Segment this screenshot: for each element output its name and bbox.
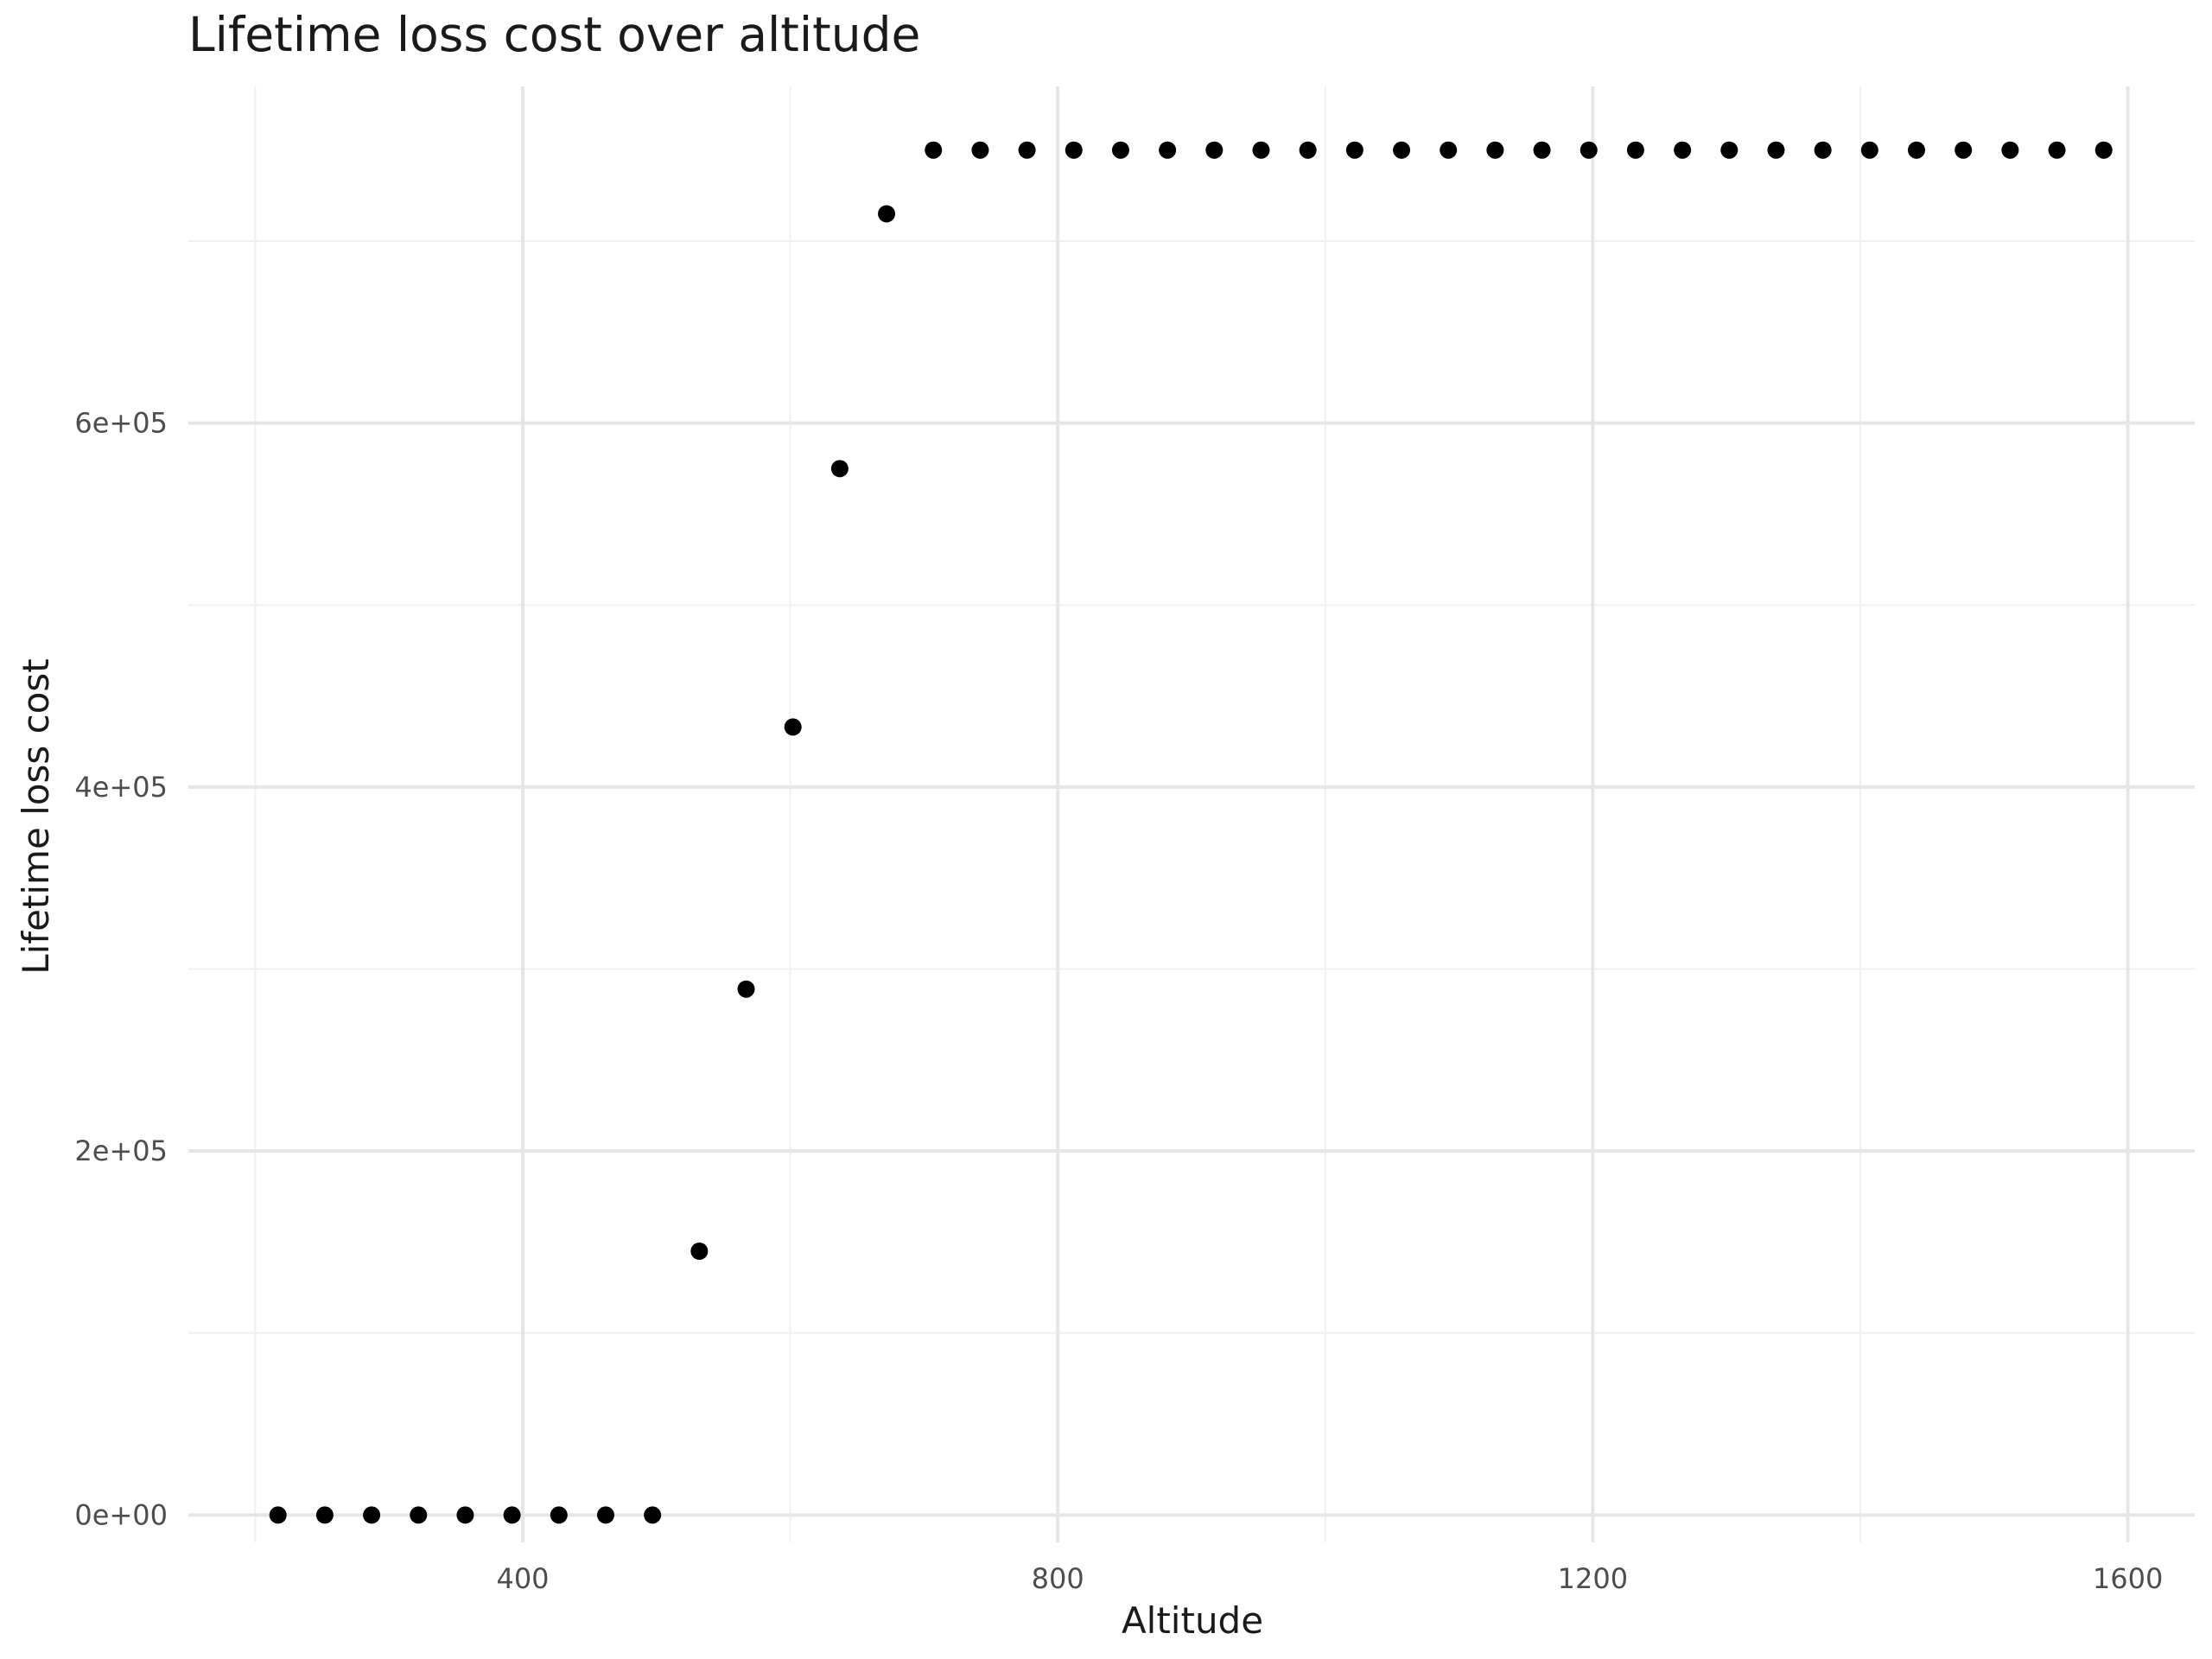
data-point [830,460,849,478]
data-point [315,1506,334,1524]
chart-title: Lifetime loss cost over altitude [188,7,921,62]
x-axis-title: Altitude [1122,1599,1263,1642]
data-point [1626,141,1644,159]
data-point [644,1506,662,1524]
data-point [1345,141,1363,159]
data-point [363,1506,381,1524]
y-axis-title: Lifetime loss cost [15,658,57,975]
grid [188,86,2195,1542]
data-point [784,718,802,736]
data-point [456,1506,474,1524]
data-point [2048,141,2066,159]
data-point [878,205,896,223]
data-point [1159,141,1177,159]
data-points [269,141,2113,1524]
data-point [925,141,943,159]
data-point [1720,141,1738,159]
data-point [1205,141,1224,159]
data-point [2001,141,2019,159]
data-point [503,1506,521,1524]
data-point [596,1506,614,1524]
y-tick-label: 2e+05 [74,1135,168,1167]
data-point [1252,141,1270,159]
data-point [737,980,755,998]
data-point [1299,141,1317,159]
data-point [269,1506,287,1524]
data-point [1860,141,1878,159]
data-point [1440,141,1458,159]
x-tick-label: 800 [1032,1562,1084,1595]
data-point [1533,141,1551,159]
data-point [2094,141,2113,159]
y-tick-label: 0e+00 [74,1498,168,1531]
data-point [1065,141,1083,159]
data-point [1111,141,1129,159]
tick-labels: 0e+00 2e+05 4e+05 6e+05 400 800 1200 1600 [74,407,2163,1595]
y-tick-label: 4e+05 [74,771,168,804]
data-point [1955,141,1973,159]
y-tick-label: 6e+05 [74,407,168,440]
data-point [1674,141,1692,159]
x-tick-label: 400 [496,1562,549,1595]
data-point [1393,141,1411,159]
data-point [1908,141,1926,159]
data-point [1486,141,1504,159]
data-point [410,1506,428,1524]
data-point [971,141,989,159]
data-point [1580,141,1598,159]
data-point [1767,141,1785,159]
data-point [690,1243,709,1260]
data-point [1018,141,1036,159]
x-tick-label: 1200 [1558,1562,1628,1595]
x-tick-label: 1600 [2093,1562,2163,1595]
data-point [550,1506,568,1524]
data-point [1814,141,1832,159]
